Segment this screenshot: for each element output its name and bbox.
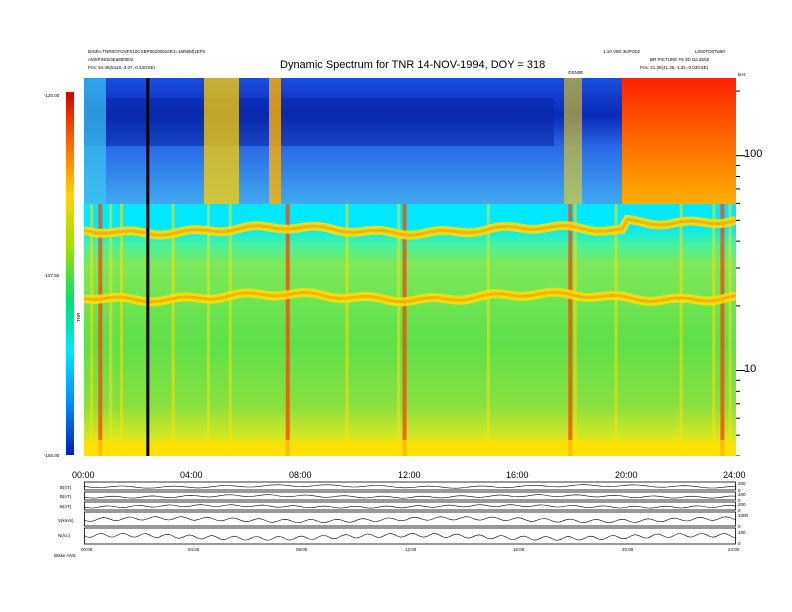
parameter-trace (84, 532, 736, 541)
panel-label-b3: B(nT) (60, 504, 72, 509)
panel-right-tick: 100 (738, 530, 746, 535)
panel-x-tick: 04:00 (188, 547, 200, 552)
spectrum-high-burst-c (564, 78, 582, 204)
panel-right-tick: 200 (738, 481, 746, 486)
khz-label: kHz (738, 72, 746, 77)
parameter-trace (84, 494, 736, 499)
burst-streak (285, 204, 290, 456)
x-tick-label: 08:00 (289, 470, 312, 480)
parameter-panel (84, 511, 736, 527)
data-gap (146, 78, 150, 456)
colorbar-label: TNR (76, 312, 81, 322)
burst-streak (679, 204, 683, 456)
burst-streak (228, 204, 232, 456)
spectrum-high-band-dense (84, 98, 554, 146)
colorbar (66, 92, 74, 455)
panel-x-tick: 16:00 (513, 547, 525, 552)
header-center-small: OSN0E (568, 70, 584, 75)
panel-x-tick: 12:00 (405, 547, 417, 552)
colorbar-tick-top: -120.00 (44, 93, 60, 98)
panel-right-tick: 0 (738, 508, 741, 513)
parameter-trace (84, 504, 736, 509)
burst-streak (109, 204, 113, 456)
x-tick-label: 00:00 (72, 470, 95, 480)
x-tick-label: 20:00 (615, 470, 638, 480)
header-right-line4: Pos: 41.38(41.35,-1.34,-0.03GSE) (640, 65, 709, 70)
parameter-trace (84, 484, 736, 489)
burst-streak (98, 204, 103, 456)
emission-bands (84, 214, 736, 307)
panel-label-v: V(km/s) (58, 518, 74, 523)
burst-streak (397, 204, 401, 456)
spectrogram (84, 78, 736, 456)
panel-right-tick: 200 (738, 502, 746, 507)
burst-streak (728, 204, 732, 456)
panel-label-b1: B(nT) (60, 485, 72, 490)
spectrum-high-burst-a (204, 78, 239, 204)
header-right-line3: BR PICTURE F5 3D Da 2b0Z (650, 57, 710, 62)
panel-x-tick: 24:00 (728, 547, 740, 552)
burst-streak (573, 204, 577, 456)
burst-streak (486, 204, 490, 456)
burst-streak (614, 204, 618, 456)
chart-title: Dynamic Spectrum for TNR 14-NOV-1994, DO… (280, 59, 546, 71)
spectrum-high-burst-b (269, 78, 281, 204)
header-left-line2: AMSFINISOEa800002 (88, 57, 134, 62)
header-right-line1: 1.10 VB0 3UPO02 (603, 49, 641, 54)
burst-streak (720, 204, 725, 456)
burst-streak (402, 204, 407, 456)
emission-band-ridge (84, 290, 736, 304)
parameter-panels (84, 481, 736, 545)
spectrum-high-hot-block (622, 78, 736, 204)
header-right-line2: L0S0TO0Tw50 (695, 49, 725, 54)
panel-x-tick: 20:00 (622, 547, 634, 552)
x-tick-label: 24:00 (723, 470, 746, 480)
panel-right-tick: 0 (738, 488, 741, 493)
x-tick-label: 04:00 (180, 470, 203, 480)
panel-x-tick: 00:00 (81, 547, 93, 552)
parameter-panel (84, 501, 736, 511)
panel-right-tick: 0 (738, 524, 741, 529)
data-gap-line (146, 78, 150, 456)
right-axis (736, 90, 745, 456)
parameter-trace (84, 516, 736, 524)
y-tick-label-10: 10 (744, 362, 757, 375)
colorbar-tick-bottom: -155.00 (44, 453, 60, 458)
parameter-panel (84, 527, 736, 545)
header-left-line1: B:630=TNR0CFCNFS10CSBP00200016R1=1M50M[1… (88, 49, 206, 54)
burst-lines (84, 204, 736, 456)
panel-label-n: N(/cc) (58, 533, 70, 538)
header-left-line3: Pos: 54.45(5418,-3.07,-0.43GSE) (88, 65, 156, 70)
burst-streak (568, 204, 573, 456)
panel-right-tick: 200 (738, 492, 746, 497)
burst-streak (712, 204, 716, 456)
emission-band-ridge (84, 217, 736, 237)
panel-right-tick: 0 (738, 498, 741, 503)
parameter-panel (84, 481, 736, 491)
y-tick-label-100: 100 (744, 147, 763, 160)
burst-streak (345, 204, 349, 456)
burst-streak (120, 204, 124, 456)
low-freq-edge (84, 440, 736, 456)
panel-right-tick: 0 (738, 541, 741, 546)
spectrum-low-band (84, 204, 736, 456)
panel-x-tick: 08:00 (296, 547, 308, 552)
panel-footer-label: Wake ANS (54, 553, 76, 558)
colorbar-tick-mid: -137.50 (44, 273, 60, 278)
burst-streak (206, 204, 210, 456)
x-tick-label: 16:00 (506, 470, 529, 480)
spectrum-high-left-cyan (84, 78, 106, 204)
burst-streak (171, 204, 175, 456)
burst-streak (90, 204, 94, 456)
panel-label-b2: B(nT) (60, 494, 72, 499)
x-tick-label: 12:00 (398, 470, 421, 480)
panel-right-tick: 1000 (738, 513, 749, 518)
